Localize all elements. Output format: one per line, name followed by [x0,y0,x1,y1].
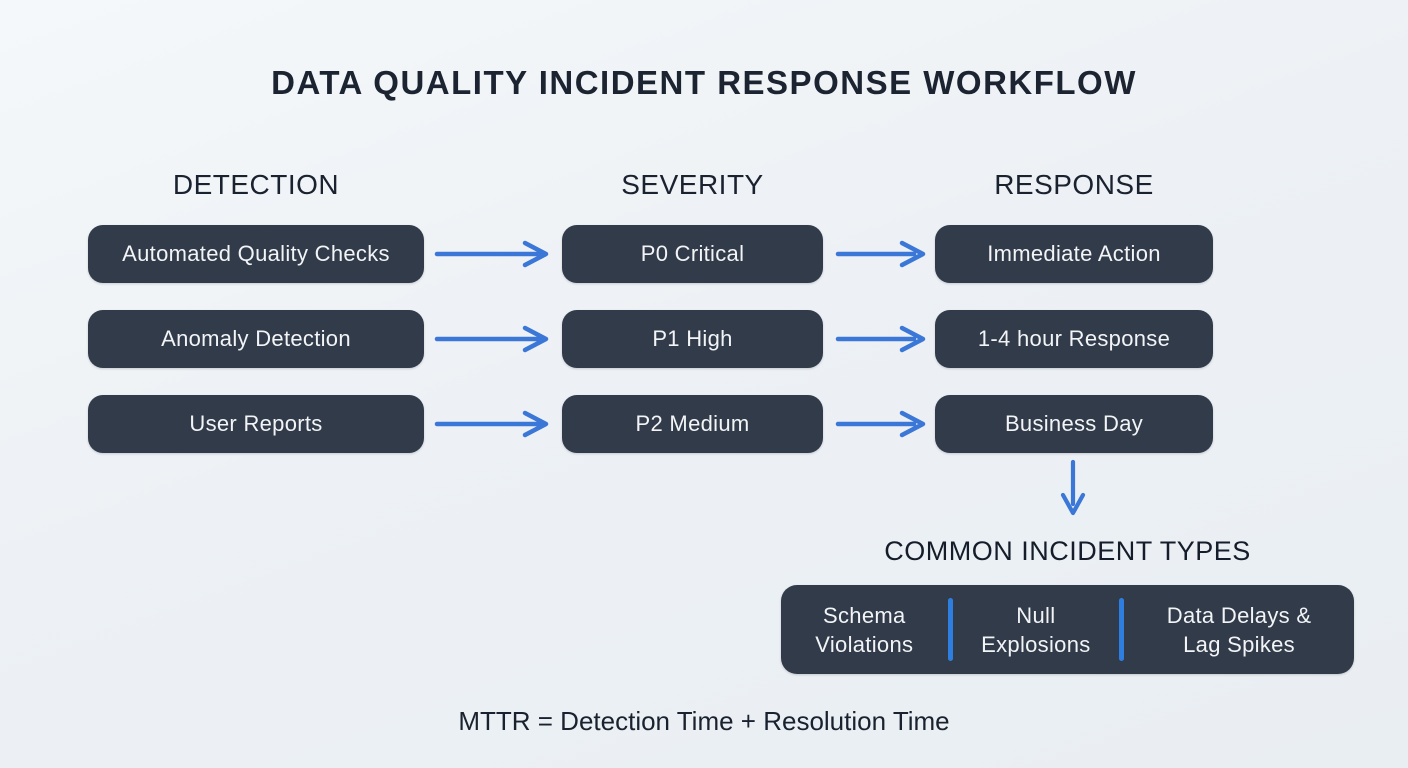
incident-type-line: Lag Spikes [1183,631,1295,657]
node-business-day: Business Day [935,395,1213,453]
divider [1119,598,1125,661]
arrow-down-icon [1059,459,1087,521]
incident-type-line: Data Delays & [1166,602,1312,628]
node-p0-critical: P0 Critical [562,225,823,283]
incident-type-line: Schema [823,602,906,628]
incident-type-line: Violations [815,631,914,657]
node-p2-medium: P2 Medium [562,395,823,453]
column-header-severity: SEVERITY [621,169,764,200]
page-title: DATA QUALITY INCIDENT RESPONSE WORKFLOW [271,64,1137,101]
node-anomaly-detection: Anomaly Detection [88,310,424,368]
incident-type-data-delays: Data Delays & Lag Spikes [1124,585,1354,674]
incident-type-null-explosions: Null Explosions [953,585,1120,674]
arrow-right-icon [433,325,557,353]
arrow-right-icon [834,325,932,353]
incident-type-line: Explosions [981,631,1091,657]
node-user-reports: User Reports [88,395,424,453]
node-p1-high: P1 High [562,310,823,368]
arrow-right-icon [834,410,932,438]
arrow-right-icon [834,240,932,268]
incident-types-heading: COMMON INCIDENT TYPES [884,536,1251,566]
arrow-right-icon [433,240,557,268]
arrow-right-icon [433,410,557,438]
column-header-detection: DETECTION [172,169,340,200]
incident-type-schema-violations: Schema Violations [781,585,948,674]
divider [947,598,953,661]
node-immediate-action: Immediate Action [935,225,1213,283]
node-1-4-hour-response: 1-4 hour Response [935,310,1213,368]
mttr-formula: MTTR = Detection Time + Resolution Time [458,706,950,736]
incident-type-line: Null [1016,602,1056,628]
node-automated-quality-checks: Automated Quality Checks [88,225,424,283]
incident-types-box: Schema Violations Null Explosions Data D… [781,585,1354,674]
column-header-response: RESPONSE [994,169,1154,200]
